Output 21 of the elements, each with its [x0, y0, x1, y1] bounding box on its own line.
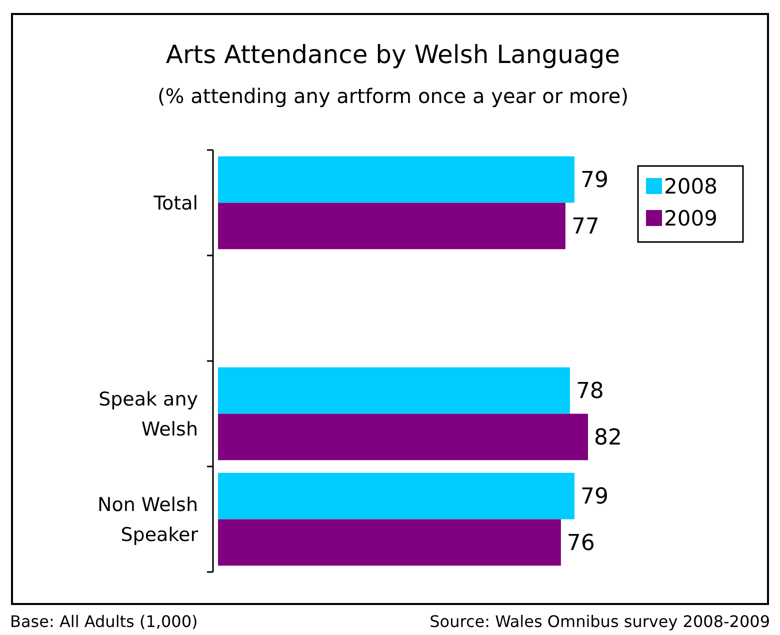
bar: [218, 156, 574, 203]
data-label: 77: [571, 214, 600, 240]
bar: [218, 519, 561, 566]
text: Base: All Adults (1,000): [10, 612, 198, 631]
bar: [218, 367, 570, 414]
data-label: 79: [580, 168, 608, 194]
bar: [218, 414, 588, 460]
data-label: 78: [576, 379, 604, 404]
y-tick-label: Total: [152, 192, 198, 214]
bar: [218, 202, 566, 250]
data-label: 82: [594, 426, 622, 451]
legend-label: 2008: [664, 174, 718, 198]
source-note: Source: Wales Omnibus survey 2008-2009: [430, 612, 770, 631]
bar: [218, 472, 574, 520]
y-tick-label: Non Welsh Speaker: [97, 494, 198, 546]
legend-label: 2009: [664, 206, 718, 230]
chart-subtitle: (% attending any artform once a year or more): [157, 84, 629, 108]
data-label: 79: [580, 484, 608, 510]
y-tick-label: Speak any Welsh: [98, 388, 198, 440]
chart-title: Arts Attendance by Welsh Language: [166, 40, 620, 69]
data-label: 76: [566, 531, 595, 556]
